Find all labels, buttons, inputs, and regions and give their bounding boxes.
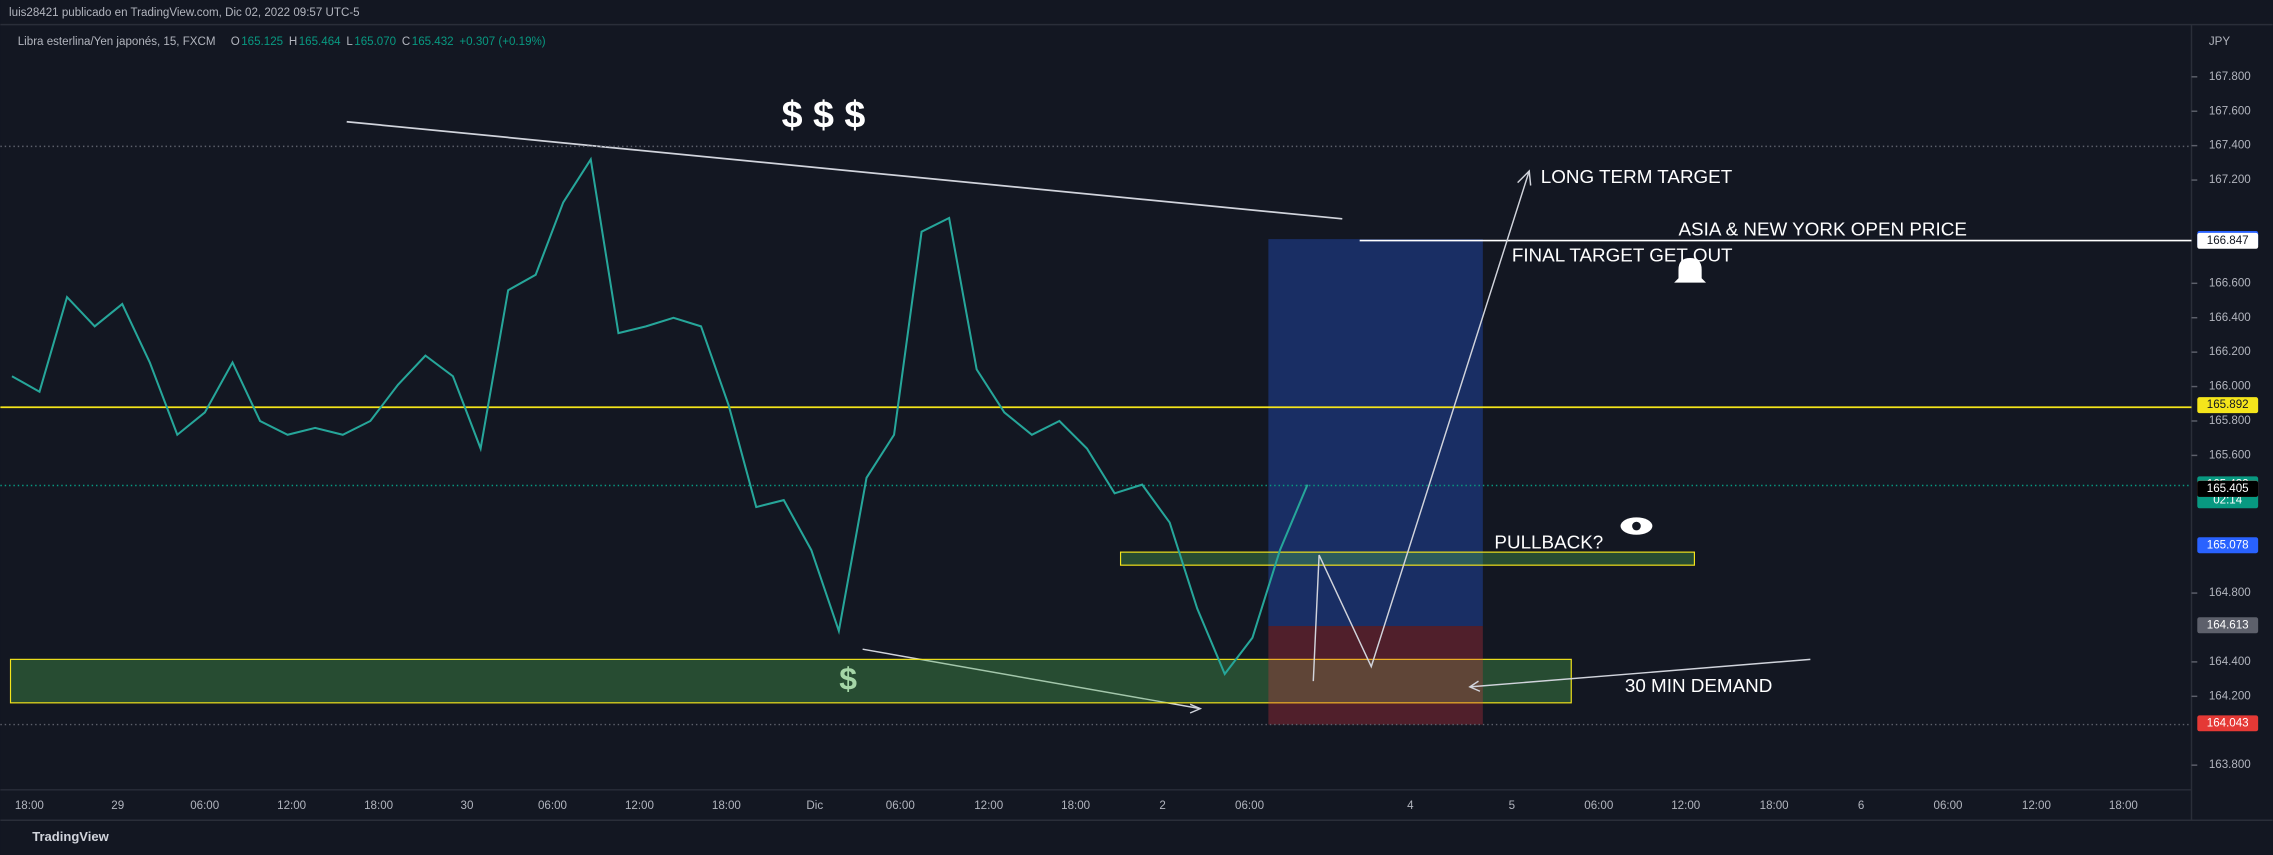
price-tag-label: 164.043	[2207, 717, 2249, 729]
change: +0.307 (+0.19%)	[459, 36, 545, 48]
time-label: 18:00	[1061, 800, 1090, 812]
time-label: 12:00	[974, 800, 1003, 812]
price-tag-label: 166.847	[2207, 235, 2249, 247]
time-label: 12:00	[2022, 800, 2051, 812]
price-tick-label: 166.600	[2209, 277, 2251, 289]
loss-zone	[1268, 626, 1483, 725]
ohlc-label: H	[289, 36, 297, 48]
ohlc-value: 165.125	[241, 36, 283, 48]
price-tag	[2197, 537, 2259, 554]
countdown: 02:14	[2213, 494, 2243, 506]
projection-path	[1312, 170, 1530, 682]
eye-pupil	[1632, 521, 1641, 531]
annotation: FINAL TARGET GET OUT	[1512, 244, 1733, 265]
demand-zone	[9, 658, 1572, 704]
ohlc-label: O	[231, 36, 240, 48]
annotation: ASIA & NEW YORK OPEN PRICE	[1678, 218, 1966, 239]
price-tag	[2197, 715, 2259, 732]
price-tick-label: 167.200	[2209, 174, 2251, 186]
arrow-head	[1468, 680, 1481, 692]
time-label: 06:00	[538, 800, 567, 812]
price-tag	[2197, 397, 2259, 414]
symbol: Libra esterlina/Yen japonés, 15, FXCM	[18, 36, 216, 48]
time-label: 18:00	[364, 800, 393, 812]
annotation: 30 MIN DEMAND	[1625, 675, 1773, 696]
publisher: luis28421 publicado en TradingView.com, …	[9, 7, 360, 19]
time-label: 12:00	[1671, 800, 1700, 812]
price-tick-label: 167.800	[2209, 71, 2251, 83]
price-tag-label: 165.892	[2207, 399, 2249, 411]
time-label: 12:00	[277, 800, 306, 812]
arrow	[1469, 658, 1811, 688]
time-label: 29	[111, 800, 124, 812]
ohlc-value: 165.432	[412, 36, 454, 48]
time-label: 06:00	[886, 800, 915, 812]
ohlc-label: L	[346, 36, 353, 48]
ohlc-label: C	[402, 36, 410, 48]
annotation: LONG TERM TARGET	[1541, 166, 1733, 187]
ohlc-value: 165.464	[299, 36, 341, 48]
time-label: Dic	[806, 800, 823, 812]
price-line	[11, 156, 1309, 677]
annotation: $ $ $	[782, 93, 866, 135]
price-tick-label: 163.800	[2209, 759, 2251, 771]
price-tick-label: 166.400	[2209, 312, 2251, 324]
time-label: 2	[1159, 800, 1165, 812]
time-label: 06:00	[1235, 800, 1264, 812]
price-tick-label: 165.800	[2209, 415, 2251, 427]
time-label: 18:00	[2109, 800, 2138, 812]
profit-zone	[1268, 239, 1483, 627]
price-tag	[2197, 480, 2259, 497]
price-tick-label: 164.800	[2209, 587, 2251, 599]
time-label: 18:00	[1760, 800, 1789, 812]
time-label: 6	[1858, 800, 1864, 812]
footer-logo: TradingView	[32, 829, 109, 844]
ohlc-value: 165.070	[354, 36, 396, 48]
time-label: 18:00	[15, 800, 44, 812]
time-label: 06:00	[190, 800, 219, 812]
arrow-head	[1189, 703, 1203, 714]
time-label: 06:00	[1584, 800, 1613, 812]
annotation: $	[839, 661, 857, 697]
currency: JPY	[2209, 36, 2231, 48]
price-tag-label: 165.405	[2207, 483, 2249, 495]
bell-icon	[1674, 257, 1707, 283]
time-label: 4	[1407, 800, 1414, 812]
price-tick-label: 164.400	[2209, 656, 2251, 668]
trend-line	[346, 120, 1343, 220]
price-tick-label: 166.000	[2209, 381, 2251, 393]
price-tick-label: 165.600	[2209, 449, 2251, 461]
price-tag-label: 165.078	[2207, 539, 2249, 551]
time-label: 5	[1509, 800, 1515, 812]
time-label: 12:00	[625, 800, 654, 812]
price-tick-label: 167.400	[2209, 140, 2251, 152]
price-tick-label: 164.200	[2209, 690, 2251, 702]
time-label: 30	[461, 800, 474, 812]
time-label: 18:00	[712, 800, 741, 812]
arrow-head	[1517, 169, 1532, 186]
price-tag-label: 164.613	[2207, 619, 2249, 631]
time-label: 06:00	[1934, 800, 1963, 812]
annotation: PULLBACK?	[1494, 531, 1603, 552]
price-tick-label: 167.600	[2209, 105, 2251, 117]
price-tick-label: 166.200	[2209, 346, 2251, 358]
price-tag	[2197, 232, 2259, 249]
price-tag	[2197, 617, 2259, 634]
